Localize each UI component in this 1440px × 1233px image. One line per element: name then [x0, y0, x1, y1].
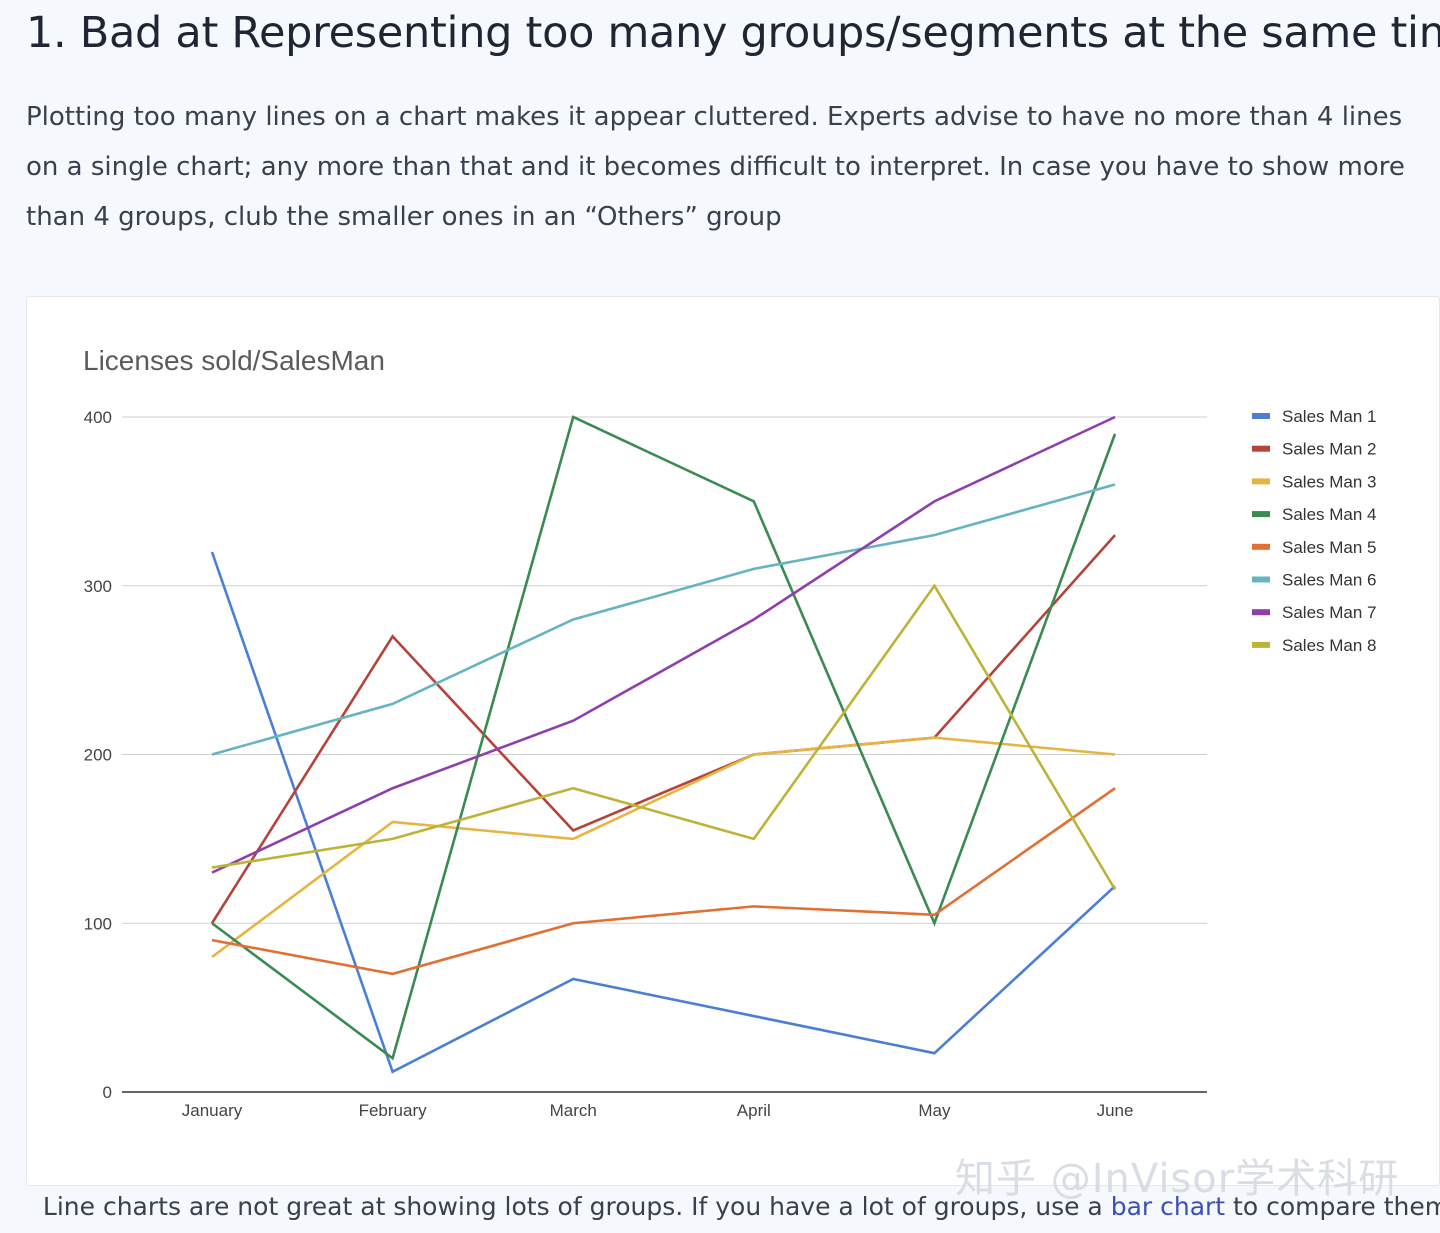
x-tick-label: March	[550, 1101, 597, 1120]
y-tick-label: 400	[84, 408, 112, 427]
legend-label: Sales Man 8	[1282, 636, 1377, 655]
legend-swatch	[1252, 511, 1270, 518]
x-tick-label: April	[737, 1101, 771, 1120]
series-line-6	[211, 483, 1116, 756]
legend-label: Sales Man 7	[1282, 603, 1377, 622]
series-line-2	[210, 534, 1116, 924]
y-tick-label: 200	[84, 746, 112, 765]
legend-label: Sales Man 6	[1282, 571, 1377, 590]
legend-label: Sales Man 1	[1282, 407, 1377, 426]
legend-swatch	[1252, 576, 1270, 583]
caption-text-before: Line charts are not great at showing lot…	[42, 1192, 1111, 1221]
watermark: 知乎 @InVisor学术科研	[955, 1156, 1400, 1202]
chart-caption: Line charts are not great at showing lot…	[0, 1192, 1440, 1221]
series-line-4	[211, 415, 1117, 1061]
series-line-1	[210, 551, 1116, 1074]
legend-swatch	[1252, 445, 1270, 452]
x-tick-label: May	[918, 1101, 951, 1120]
x-tick-label: June	[1097, 1101, 1134, 1120]
series-line-7	[211, 415, 1116, 874]
chart-card: Licenses sold/SalesMan 0 100 200 300 400 Janu…	[26, 296, 1440, 1186]
legend-label: Sales Man 4	[1282, 505, 1377, 524]
legend-swatch	[1252, 413, 1270, 419]
x-tick-label: February	[359, 1101, 428, 1120]
y-tick-label: 300	[84, 577, 112, 596]
section-heading: 1. Bad at Representing too many groups/s…	[26, 8, 1440, 58]
bar-chart-link[interactable]: bar chart	[1110, 1192, 1226, 1221]
legend-swatch	[1252, 641, 1270, 648]
series-line-5	[211, 787, 1116, 976]
legend-label: Sales Man 5	[1282, 538, 1377, 557]
legend-swatch	[1252, 543, 1270, 550]
chart-title: Licenses sold/SalesMan	[83, 345, 385, 376]
x-tick-label: January	[182, 1101, 243, 1120]
y-tick-label: 0	[103, 1083, 112, 1102]
legend-swatch	[1252, 478, 1270, 485]
y-tick-label: 100	[84, 914, 112, 933]
legend-swatch	[1252, 609, 1270, 616]
legend-label: Sales Man 3	[1282, 472, 1377, 491]
caption-text-after: to compare them.	[1225, 1192, 1440, 1221]
intro-paragraph: Plotting too many lines on a chart makes…	[26, 102, 1405, 232]
series-line-8	[211, 583, 1117, 891]
line-chart: 0 100 200 300 400 January February March April Ma…	[84, 407, 1377, 1120]
legend-label: Sales Man 2	[1282, 440, 1377, 459]
